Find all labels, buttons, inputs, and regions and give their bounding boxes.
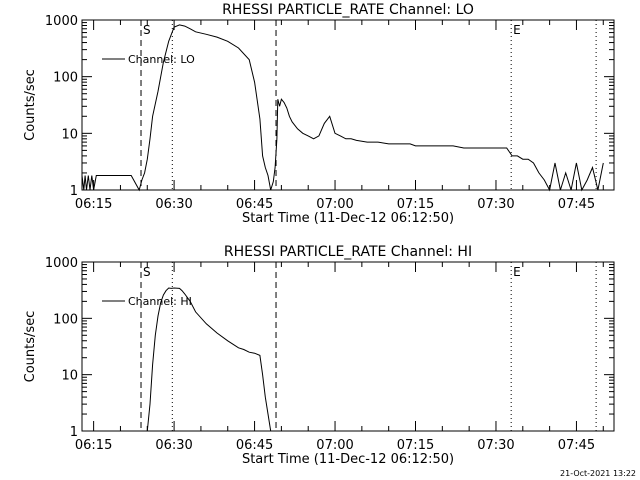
hi-x-axis-label: Start Time (11-Dec-12 06:12:50): [242, 452, 454, 467]
lo-x-tick-label: 06:45: [236, 197, 273, 212]
hi-chart-title: RHESSI PARTICLE_RATE Channel: HI: [224, 244, 472, 260]
hi-x-tick-label: 07:45: [558, 438, 595, 453]
lo-x-tick-label: 07:30: [477, 197, 514, 212]
hi-x-tick-label: 06:15: [75, 438, 112, 453]
lo-x-tick-label: 06:15: [75, 197, 112, 212]
lo-marker-label-e: E: [513, 23, 521, 37]
hi-x-tick-label: 06:45: [236, 438, 273, 453]
hi-y-tick-label: 1000: [45, 256, 78, 271]
lo-x-tick-label: 07:00: [316, 197, 353, 212]
hi-y-tick-label: 1: [70, 425, 78, 440]
hi-y-tick-label: 100: [53, 312, 78, 327]
lo-y-tick-label: 100: [53, 71, 78, 86]
lo-y-tick-label: 1: [70, 184, 78, 199]
lo-legend-label: Channel: LO: [128, 53, 195, 66]
hi-marker-label-e: E: [513, 265, 521, 279]
lo-x-tick-label: 07:15: [397, 197, 434, 212]
lo-x-tick-label: 07:45: [558, 197, 595, 212]
lo-channel-panel: RHESSI PARTICLE_RATE Channel: LO 1 10 100 10…: [23, 2, 615, 226]
lo-y-axis-label: Counts/sec: [23, 69, 38, 141]
hi-series-line: [146, 287, 272, 432]
hi-plot-frame: [81, 261, 615, 432]
hi-y-tick-label: 10: [61, 369, 78, 384]
hi-channel-panel: RHESSI PARTICLE_RATE Channel: HI 1 10 100 10…: [23, 244, 615, 467]
hi-marker-label-s: S: [143, 265, 151, 279]
hi-y-axis-label: Counts/sec: [23, 311, 38, 383]
lo-chart-title: RHESSI PARTICLE_RATE Channel: LO: [222, 2, 474, 18]
hi-x-tick-label: 07:15: [397, 438, 434, 453]
lo-marker-label-s: S: [143, 23, 151, 37]
hi-x-tick-label: 06:30: [155, 438, 192, 453]
plot-timestamp: 21-Oct-2021 13:22: [560, 469, 636, 478]
hi-x-tick-label: 07:30: [477, 438, 514, 453]
lo-y-tick-label: 1000: [45, 14, 78, 29]
lo-x-axis-label: Start Time (11-Dec-12 06:12:50): [242, 211, 454, 226]
hi-x-tick-label: 07:00: [316, 438, 353, 453]
lo-x-tick-label: 06:30: [155, 197, 192, 212]
lo-plot-frame: [81, 19, 615, 191]
lo-y-tick-label: 10: [61, 127, 78, 142]
hi-legend-label: Channel: HI: [128, 295, 192, 308]
lo-series-line: [81, 24, 604, 192]
